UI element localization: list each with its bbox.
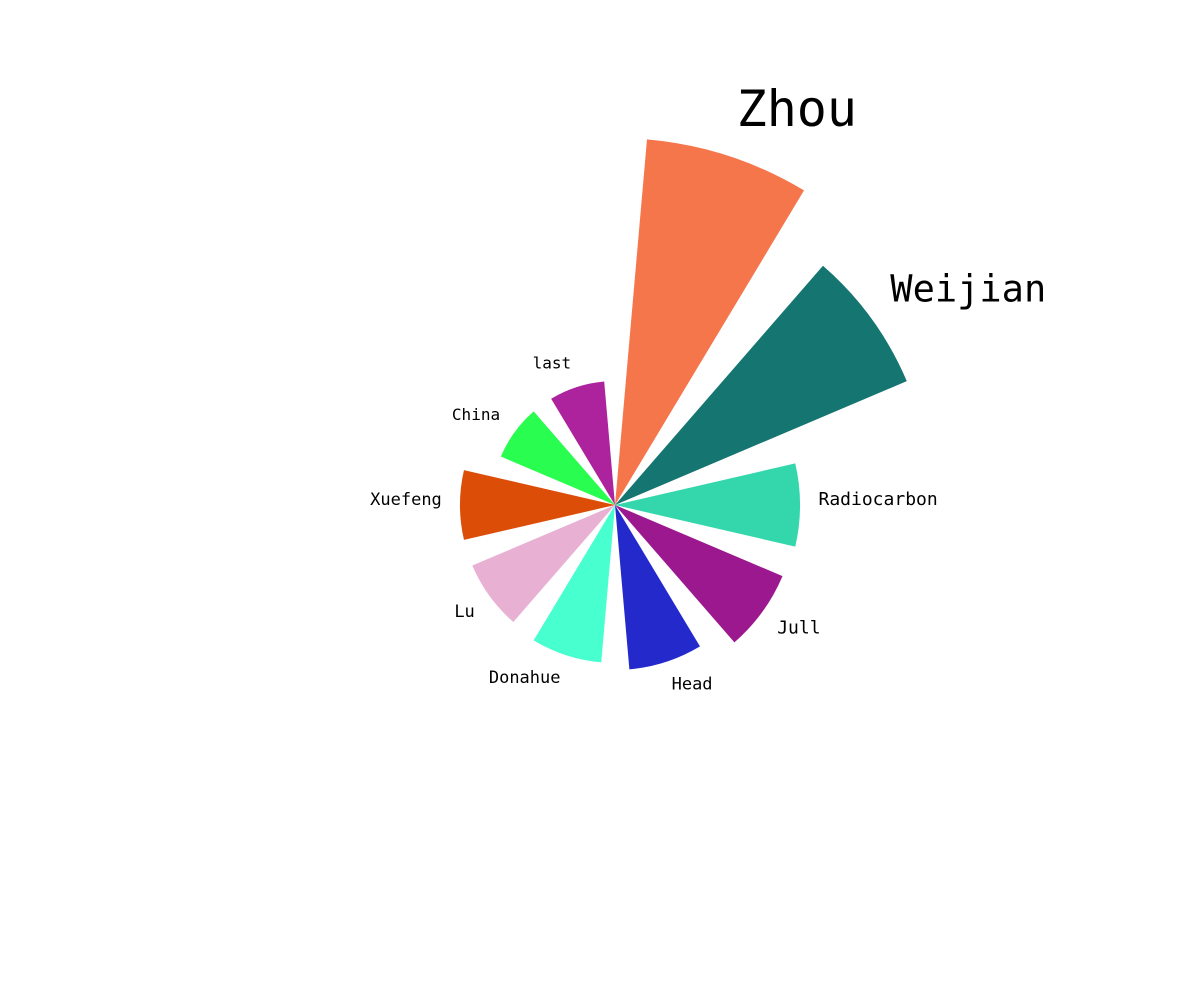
slice-radiocarbon	[615, 463, 801, 547]
label-weijian: Weijian	[890, 267, 1046, 310]
slice-zhou	[615, 139, 805, 505]
label-zhou: Zhou	[737, 80, 857, 138]
slice-last	[551, 381, 615, 505]
slice-donahue	[533, 505, 615, 663]
label-china: China	[452, 405, 500, 424]
label-radiocarbon: Radiocarbon	[819, 489, 938, 510]
slice-china	[500, 411, 615, 505]
slice-head	[615, 505, 700, 670]
slice-xuefeng	[459, 470, 615, 540]
chart-slices	[459, 139, 907, 670]
label-last: last	[533, 353, 572, 372]
label-jull: Jull	[777, 618, 820, 639]
label-head: Head	[672, 675, 713, 695]
slice-jull	[615, 505, 783, 643]
slice-lu	[472, 505, 615, 622]
label-donahue: Donahue	[489, 668, 561, 688]
slice-weijian	[615, 265, 907, 505]
label-lu: Lu	[454, 602, 474, 622]
label-xuefeng: Xuefeng	[370, 490, 442, 510]
chart-labels: Zhou Weijian Radiocarbon Jull Head Donahue Lu X…	[370, 80, 1046, 695]
